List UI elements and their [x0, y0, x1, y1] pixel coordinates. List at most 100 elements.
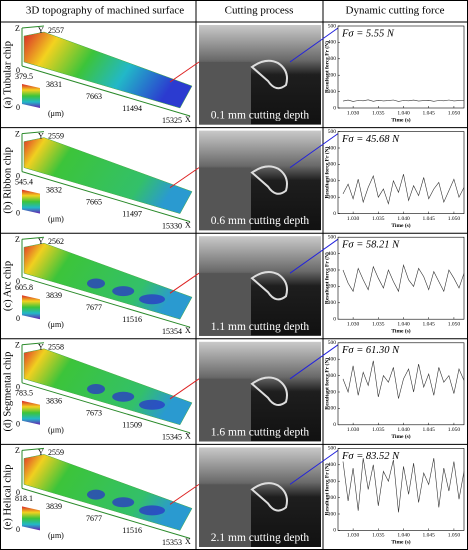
x-tick-label: 1.050: [448, 216, 461, 222]
x-axis: [21, 65, 191, 117]
z-max: 379.5: [15, 72, 33, 81]
force-line: [342, 458, 465, 513]
x-label: X: [185, 326, 191, 335]
y-axis: [21, 25, 45, 29]
colorbar: [22, 506, 40, 531]
x-tick-label: 1.035: [372, 216, 385, 222]
z-min: 0: [16, 420, 20, 429]
z-max: 605.8: [15, 283, 33, 292]
x-tick-label: 1.040: [397, 533, 410, 539]
pointer: [289, 238, 339, 274]
force-label: Fσ = 61.30 N: [341, 345, 400, 356]
y-axis-label: Resultant force Fr (N): [323, 146, 330, 198]
tool: [199, 167, 251, 231]
x-tick-label: 1.050: [448, 110, 461, 116]
force-line: [342, 99, 465, 102]
y-tick-label: 0: [333, 422, 336, 428]
y-max: 2559: [48, 448, 64, 457]
header: 3D topography of machined surface: [26, 5, 184, 17]
z-min: 0: [16, 525, 20, 534]
y-axis-label: Resultant force Fr (N): [323, 358, 330, 410]
x-tick-label: 1.050: [448, 321, 461, 327]
pointer: [169, 61, 200, 83]
unit: (μm): [48, 426, 64, 435]
x-label: X: [185, 115, 191, 124]
y-tick-label: 0: [333, 211, 336, 217]
tool: [199, 378, 251, 442]
force-line: [342, 263, 465, 293]
z-min: 0: [16, 103, 20, 112]
x-axis-label: Time (s): [391, 222, 410, 229]
chip: [250, 482, 288, 512]
y-tick-label: 200: [328, 72, 337, 78]
y-tick-label: 100: [328, 89, 337, 95]
x-tick-label: 0: [16, 277, 20, 286]
row-label: (d) Segmental chip: [2, 352, 13, 432]
x-tick-label: 7665: [86, 197, 102, 206]
colorbar: [22, 295, 40, 320]
x-tick-label: 1.045: [423, 321, 436, 327]
x-tick-label: 1.030: [347, 427, 360, 433]
surface-pit: [87, 278, 105, 289]
surface-pit: [139, 294, 165, 305]
surface: [23, 242, 193, 320]
y-tick-label: 300: [328, 478, 337, 484]
force-label: Fσ = 58.21 N: [341, 240, 400, 251]
x-tick-label: 1.045: [423, 427, 436, 433]
x-tick-label: 11516: [122, 315, 142, 324]
y-tick-label: 400: [328, 462, 337, 468]
pointer: [169, 272, 200, 294]
surface-pit: [87, 384, 105, 395]
y-tick-label: 500: [328, 23, 337, 29]
surface: [23, 454, 193, 531]
surface: [23, 31, 193, 109]
y-label: Y: [38, 26, 44, 35]
x-tick-label: 1.030: [347, 110, 360, 116]
x-tick-label: 11494: [122, 104, 142, 113]
x-tick-label: 1.050: [448, 533, 461, 539]
pointer: [289, 27, 339, 63]
surface-pit: [87, 489, 105, 500]
y-axis: [21, 447, 45, 451]
force-line: [342, 174, 465, 205]
force-line: [342, 360, 465, 399]
cutting-depth: 2.1 mm cutting depth: [211, 532, 310, 544]
unit: (μm): [48, 531, 64, 540]
chip: [250, 59, 288, 90]
y-tick-label: 500: [328, 129, 337, 135]
x-tick-label: 1.040: [397, 110, 410, 116]
x-tick-label: 1.030: [347, 321, 360, 327]
y-max: 2562: [48, 237, 64, 246]
plot-frame: [337, 342, 465, 426]
cutting-depth: 0.6 mm cutting depth: [211, 215, 310, 227]
colorbar: [22, 400, 40, 425]
cutting-depth: 1.6 mm cutting depth: [211, 426, 310, 438]
x-tick-label: 1.035: [372, 427, 385, 433]
y-tick-label: 500: [328, 446, 337, 452]
plot-frame: [337, 25, 465, 109]
x-tick-label: 1.040: [397, 321, 410, 327]
x-tick-label: 1.045: [423, 533, 436, 539]
chip: [250, 376, 288, 406]
x-tick-label: 1.035: [372, 321, 385, 327]
row-label: (c) Arc chip: [2, 261, 13, 311]
pointer: [289, 449, 339, 485]
x-tick-label: 3839: [46, 291, 62, 300]
y-tick-label: 300: [328, 162, 337, 168]
surface: [23, 348, 193, 426]
y-tick-label: 400: [328, 40, 337, 46]
y-tick-label: 200: [328, 495, 337, 501]
x-tick-label: 3836: [46, 397, 62, 406]
z-label: Z: [15, 24, 20, 33]
z-max: 545.4: [15, 177, 33, 186]
y-axis: [21, 342, 45, 346]
x-tick-label: 15330: [162, 221, 182, 230]
y-tick-label: 400: [328, 251, 337, 257]
x-axis: [21, 487, 191, 539]
x-tick-label: 1.040: [397, 427, 410, 433]
x-tick-label: 0: [16, 383, 20, 392]
x-tick-label: 7677: [86, 303, 102, 312]
y-label: Y: [38, 448, 44, 457]
x-axis: [21, 276, 191, 328]
x-tick-label: 11497: [122, 209, 142, 218]
